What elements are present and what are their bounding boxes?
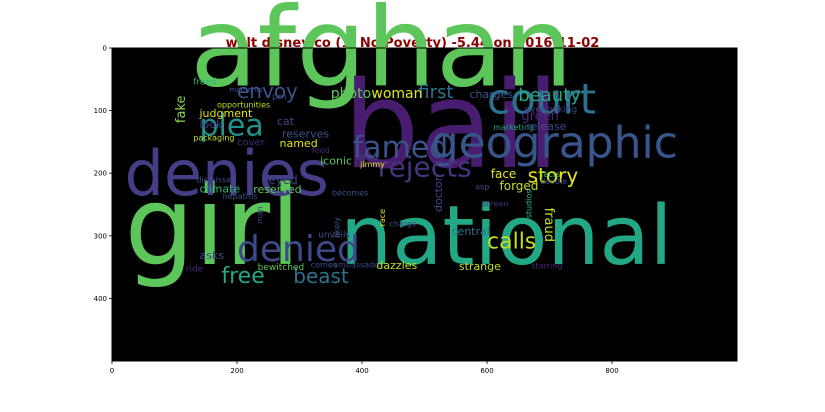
word-central: central	[451, 225, 489, 238]
word-afghan: afghan	[190, 0, 573, 112]
word-facts: facts	[541, 170, 560, 179]
y-tick-label: 400	[94, 295, 107, 303]
word-woman: woman	[371, 86, 422, 102]
word-reserves: reserves	[282, 128, 329, 141]
plot-frame	[111, 47, 738, 362]
word-ambassador: ambassador	[333, 261, 383, 270]
word-forged: forged	[500, 179, 539, 193]
word-look: look	[200, 118, 224, 131]
word-first: first	[418, 82, 453, 103]
word-denies: denies	[125, 137, 329, 210]
word-fake: fake	[174, 96, 189, 124]
y-tick-label: 200	[94, 170, 107, 178]
x-tick-label: 400	[355, 367, 368, 375]
word-famed: famed	[353, 131, 449, 166]
word-hepatitis: hepatitis	[223, 192, 258, 201]
y-tick-label: 300	[94, 232, 107, 240]
word-reserved: reserved	[253, 183, 301, 196]
x-tick-label: 600	[480, 367, 493, 375]
word-calls: calls	[487, 229, 536, 254]
word-national: national	[340, 189, 672, 284]
word-judgment: judgment	[199, 107, 253, 120]
word-denied: denied	[237, 229, 360, 270]
word-man: man	[256, 206, 265, 224]
axis-ticks: 0 200 400 600 800 0 100 200 300 400	[94, 45, 619, 376]
word-marketing: marketing	[493, 123, 534, 132]
word-beast: beast	[293, 264, 349, 288]
word-food: food	[312, 146, 330, 155]
word-cover: cover	[237, 138, 266, 149]
word-rejects: rejects	[378, 150, 472, 183]
word-freed: freed	[193, 77, 216, 87]
word-fraud: fraud	[541, 208, 556, 242]
word-comes: comes	[311, 261, 337, 270]
word-strange: strange	[459, 260, 501, 273]
word-court: court	[487, 75, 596, 124]
word-photo: photo	[331, 86, 371, 102]
y-tick-label: 0	[103, 45, 107, 53]
word-story: story	[528, 164, 579, 188]
word-moments: moments	[230, 86, 263, 94]
x-tick-label: 0	[110, 367, 114, 375]
word-doodle: doodle	[540, 177, 567, 186]
word-charges: charges	[470, 88, 514, 101]
word-eyed: eyed	[268, 173, 297, 187]
word-bewitched: bewitched	[258, 263, 305, 273]
word-pm: pm	[272, 92, 286, 102]
word-beauty: beauty	[518, 85, 581, 106]
word-dismisses: dismisses	[196, 176, 235, 185]
word-climate: climate	[200, 183, 241, 196]
word-girl: girl	[125, 162, 301, 290]
word-likely: likely	[333, 217, 342, 238]
word-iconic: iconic	[320, 154, 352, 167]
word-packaging: packaging	[193, 134, 234, 143]
word-asp: asp	[475, 182, 489, 191]
word-release: release	[526, 120, 566, 133]
word-dead: dead	[358, 152, 378, 161]
x-tick-label: 800	[605, 367, 618, 375]
word-opportunities: opportunities	[217, 100, 270, 109]
word-envoy: envoy	[237, 79, 298, 103]
word-dazzles: dazzles	[376, 259, 417, 272]
word-screen: screen	[482, 199, 509, 208]
word-unveils: unveils	[318, 231, 350, 241]
word-starring: starring	[531, 261, 562, 270]
word-race: race	[378, 209, 387, 227]
word-named: named	[280, 137, 318, 150]
plot-background	[112, 48, 737, 361]
word-cat: cat	[277, 115, 295, 128]
x-tick-label: 200	[230, 367, 243, 375]
word-studios: studios	[524, 190, 533, 219]
word-becomes: becomes	[332, 189, 368, 198]
word-bail: bail	[343, 57, 559, 196]
word-geographic: geographic	[431, 118, 678, 169]
word-asks: asks	[200, 249, 225, 262]
word-overlooking: overlooking	[525, 105, 578, 115]
word-jimmy: jimmy	[359, 160, 385, 169]
word-charge: charge	[390, 219, 418, 228]
word-plea: plea	[200, 109, 264, 144]
word-doctor: doctor	[432, 176, 445, 212]
word-green: green	[521, 109, 559, 124]
word-free: free	[221, 264, 264, 289]
y-tick-label: 100	[94, 107, 107, 115]
word-ride: ride	[186, 264, 204, 274]
word-face: face	[491, 167, 517, 181]
chart-title: walt disney co (1. No Poverty) -5.44 on …	[225, 36, 600, 51]
